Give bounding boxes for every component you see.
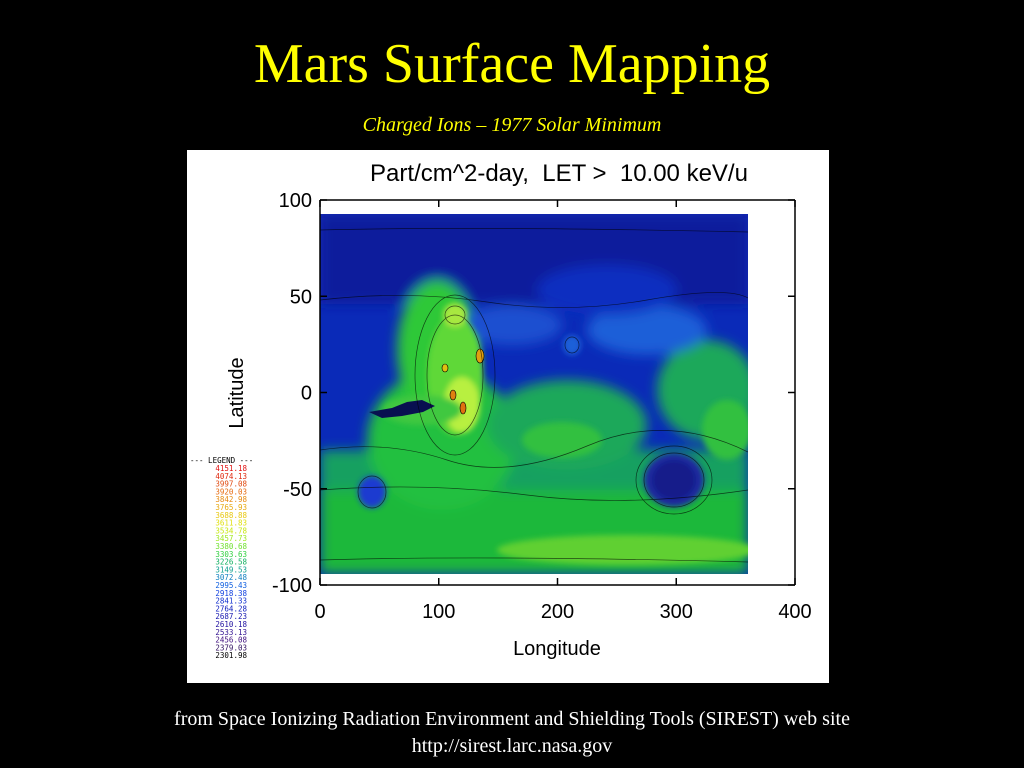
y-tick-label: 0: [301, 383, 312, 405]
y-tick-label: 100: [279, 190, 312, 212]
legend-entry: 3457.73: [215, 534, 247, 543]
x-tick-label: 0: [314, 601, 325, 623]
legend-entry: 2456.08: [215, 636, 247, 645]
legend-entry: 2918.38: [215, 589, 247, 598]
slide-title: Mars Surface Mapping: [253, 33, 771, 95]
y-tick-label: 50: [290, 286, 312, 308]
y-axis-label: Latitude: [226, 357, 248, 428]
legend-entry: 2687.23: [215, 612, 247, 621]
legend-title: --- LEGEND ---: [190, 456, 253, 465]
legend-entry: 3842.98: [215, 495, 247, 504]
y-tick-label: -100: [272, 575, 312, 597]
legend-entry: 3072.48: [215, 573, 247, 582]
legend-entry: 4151.18: [215, 464, 247, 473]
y-tick-labels: 100 50 0 -50 -100: [272, 190, 312, 597]
legend-entry: 3920.03: [215, 487, 247, 496]
heatmap-surface: [320, 214, 748, 574]
legend-entry: 2995.43: [215, 581, 247, 590]
legend-entry: 3534.78: [215, 526, 247, 535]
x-tick-labels: 0 100 200 300 400: [314, 601, 811, 623]
legend-entry: 3611.83: [215, 519, 247, 528]
legend-entry: 3688.88: [215, 511, 247, 520]
source-credit: from Space Ionizing Radiation Environmen…: [0, 706, 1024, 760]
legend-entry: 2379.03: [215, 643, 247, 652]
legend-entry: 2610.18: [215, 620, 247, 629]
legend-entry: 3226.58: [215, 558, 247, 567]
chart-title: Part/cm^2-day, LET > 10.00 keV/u: [370, 160, 748, 187]
x-tick-label: 400: [778, 601, 811, 623]
legend-entry: 3765.93: [215, 503, 247, 512]
x-tick-label: 100: [422, 601, 455, 623]
axis-ticks: [319, 199, 796, 586]
legend-entry: 3380.68: [215, 542, 247, 551]
legend-entry: 4074.13: [215, 472, 247, 481]
legend-entry: 3997.08: [215, 480, 247, 489]
heatmap-figure: Part/cm^2-day, LET > 10.00 keV/u Latitud…: [187, 150, 829, 683]
source-url: http://sirest.larc.nasa.gov: [411, 735, 613, 757]
legend-entry: 2301.98: [215, 651, 247, 660]
source-line: from Space Ionizing Radiation Environmen…: [174, 708, 850, 730]
legend-entry: 2764.28: [215, 604, 247, 613]
heatmap-chart: Part/cm^2-day, LET > 10.00 keV/u Latitud…: [190, 160, 812, 660]
legend: 4151.184074.133997.083920.033842.983765.…: [215, 464, 247, 660]
legend-entry: 3149.53: [215, 565, 247, 574]
legend-entry: 3303.63: [215, 550, 247, 559]
legend-entry: 2841.33: [215, 597, 247, 606]
x-tick-label: 200: [541, 601, 574, 623]
x-axis-label: Longitude: [513, 638, 601, 660]
slide-subtitle: Charged Ions – 1977 Solar Minimum: [362, 114, 662, 136]
y-tick-label: -50: [283, 479, 312, 501]
x-tick-label: 300: [660, 601, 693, 623]
legend-entry: 2533.13: [215, 628, 247, 637]
